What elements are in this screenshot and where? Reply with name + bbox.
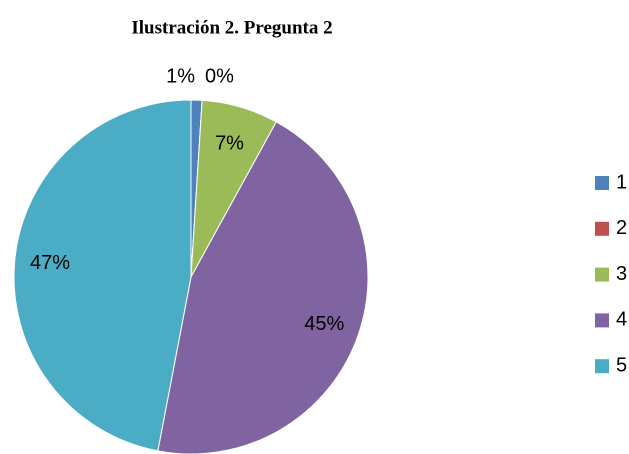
pie-slice	[157, 121, 369, 454]
data-label: 45%	[304, 313, 344, 335]
legend-swatch	[595, 359, 609, 374]
legend-swatch	[595, 267, 609, 282]
data-label: 0%	[205, 65, 234, 87]
chart-title: Ilustración 2. Pregunta 2	[131, 17, 332, 38]
legend-swatch	[595, 221, 609, 236]
legend-swatch	[595, 176, 609, 190]
data-label: 47%	[30, 252, 70, 274]
legend-label: 1	[616, 171, 627, 193]
legend-label: 2	[616, 217, 627, 239]
legend-label: 5	[616, 354, 627, 376]
legend-swatch	[595, 313, 609, 328]
legend-label: 4	[616, 309, 627, 331]
legend-label: 3	[616, 263, 627, 285]
pie-slice	[13, 99, 192, 452]
data-label: 1%	[166, 65, 195, 87]
data-label: 7%	[215, 133, 244, 155]
